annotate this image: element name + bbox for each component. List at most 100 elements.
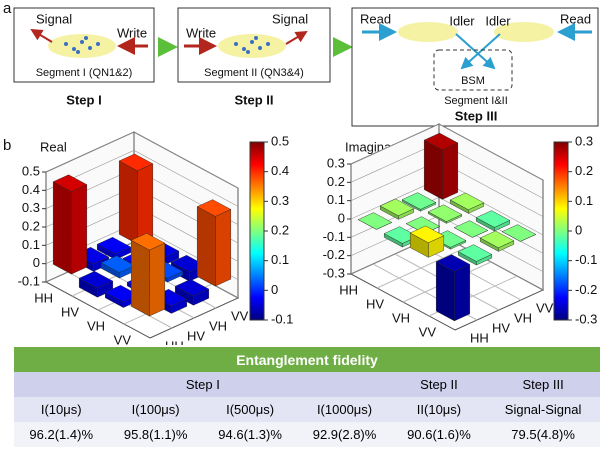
atom-cloud [48,34,116,58]
column-header: I(500μs) [226,402,275,417]
z-tick-label: 0.1 [327,192,345,207]
read-label: Read [360,11,391,26]
colorbar-tick-label: -0.2 [575,282,597,297]
bar [457,244,493,266]
atom-cloud [494,22,554,42]
bar-face [174,279,210,297]
colorbar-tick-label: -0.3 [575,311,597,326]
column-label: VH [514,310,532,325]
bar-face [118,153,154,171]
colorbar-tick-label: 0 [575,222,582,237]
colorbar-tick-label: -0.1 [575,252,597,267]
colorbar-tick-label: 0.2 [575,163,593,178]
column-label: HV [492,320,510,335]
fidelity-value: 90.6(1.6)% [407,427,471,442]
bsm-box [433,49,513,91]
column-header: II(10μs) [416,402,462,417]
row-label: VH [87,318,105,333]
bar [379,198,415,220]
bar-face [454,264,470,322]
row-label: VV [114,332,132,345]
bar [100,255,136,279]
z-tick-label: -0.3 [323,265,345,280]
z-tick-label: 0.2 [22,218,40,233]
row-label: VH [392,310,410,325]
bar-face [457,244,493,262]
table-title: Entanglement fidelity [236,351,378,368]
bar [357,212,393,230]
chart-title: Real [40,139,67,154]
grid-line [45,131,239,189]
bar [453,220,489,238]
bar-face [409,225,445,243]
write-label: Write [117,25,147,40]
bar-face [475,210,511,228]
column-header: Signal-Signal [504,402,582,417]
signal-arrow [285,30,308,45]
bar-face [96,237,132,255]
bar [401,192,437,212]
idler-arrow [460,33,501,70]
bar-face [52,174,88,192]
atoms [64,36,100,54]
signal-label: Signal [36,11,72,26]
colorbar-tick-label: 0.3 [271,193,289,208]
bar [435,254,471,322]
bar-face [149,242,166,317]
row-label: HH [339,282,358,297]
segment-label: Segment II (QN3&4) [204,67,304,79]
bar-face [137,163,154,245]
bar-face [130,233,166,251]
step-title: Step II [234,92,273,107]
bar-face [357,212,393,230]
colorbar-tick-label: 0 [271,282,278,297]
grid-line [45,149,239,207]
fidelity-table: Entanglement fidelity Step I Step II Ste… [14,347,600,447]
z-tick-label: 0.4 [22,182,40,197]
bar-face [453,220,489,238]
bar-face [436,261,455,322]
column-label: HH [165,338,184,345]
bar [409,225,445,258]
idler-label: Idler [485,13,511,28]
column-label: HV [187,328,205,343]
z-tick-label: 0.1 [22,237,40,252]
fidelity-value: 79.5(4.8)% [511,427,575,442]
group-header: Step I [185,377,220,392]
figure: a b c Signal Write Segment I (QN1&2) Ste… [3,0,599,345]
colorbar-tick-label: -0.1 [271,311,293,326]
column-label: VV [231,308,249,323]
bar-face [379,198,415,216]
segment-label: Segment I (QN1&2) [36,67,133,79]
bar-face [130,239,150,317]
colorbar-tick-label: 0.1 [575,193,593,208]
colorbar-tick-label: 0.1 [271,252,289,267]
idler-label: Idler [449,13,475,28]
write-label: Write [186,25,216,40]
z-tick-label: -0.2 [323,247,345,262]
colorbar-tick-label: 0.5 [271,133,289,148]
z-tick-label: 0 [338,210,345,225]
row-label: HH [34,290,53,305]
bsm-label: BSM [461,75,485,87]
panel-label: a [3,0,12,17]
group-header: Step III [522,377,564,392]
bar [196,199,232,287]
colorbar-tick-label: 0.4 [271,163,289,178]
floor-line [376,247,466,289]
atom-cloud [218,34,286,58]
bar [501,224,537,242]
z-tick-label: 0.5 [22,163,40,178]
fidelity-value: 95.8(1.1)% [123,427,188,442]
colorbar [249,141,265,321]
bar [479,230,515,252]
column-header: I(1000μs) [316,402,373,417]
bar-face [100,255,136,273]
z-tick-label: -0.1 [323,229,345,244]
bar-face [196,206,216,287]
bar [52,174,88,275]
row-label: VV [419,324,437,339]
fidelity-value: 92.9(2.8)% [312,427,377,442]
grid-line [350,123,544,181]
